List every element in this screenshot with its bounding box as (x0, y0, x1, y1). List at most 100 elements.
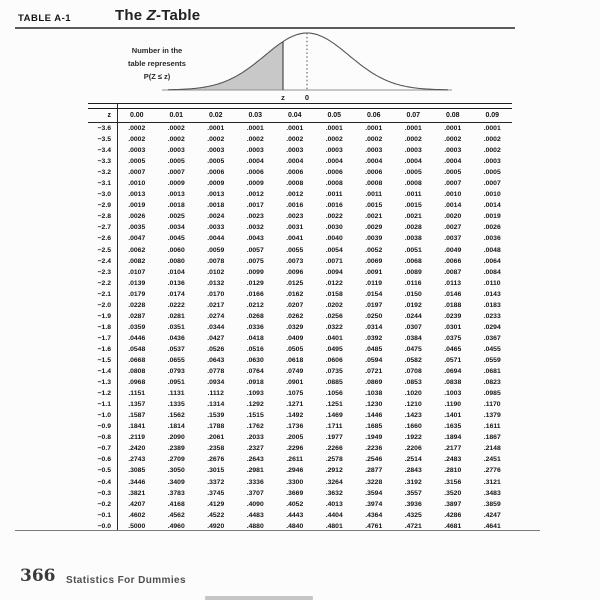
probability-cell: .4483 (246, 511, 264, 519)
probability-cell: .0016 (325, 202, 343, 210)
probability-cell: .3085 (128, 467, 146, 475)
table-row: −3.0 .0013 .0013 .0013 .0012 .0012 .0011 .0011.… (88, 189, 512, 200)
probability-cell: .0885 (325, 379, 343, 387)
probability-cell: .0823 (483, 379, 501, 387)
probability-cell: .0018 (207, 202, 225, 210)
probability-cell: .0003 (167, 147, 185, 155)
probability-cell: .0075 (246, 257, 264, 265)
probability-cell: .0041 (286, 235, 304, 243)
probability-cell: .2236 (365, 445, 383, 453)
probability-cell: .0001 (325, 125, 343, 133)
probability-cell: .0024 (207, 213, 225, 221)
probability-cell: .0006 (246, 169, 264, 177)
z-value-cell: −2.4 (97, 257, 111, 265)
probability-cell: .0582 (404, 357, 422, 364)
probability-cell: .3897 (444, 500, 462, 508)
z-value-cell: −0.7 (97, 445, 111, 453)
probability-cell: .0021 (404, 213, 422, 221)
probability-cell: .0384 (404, 334, 422, 342)
table-row: −2.3 .0107 .0104 .0102 .0099 .0096 .0094 .0091.… (88, 267, 512, 278)
z-value-cell: −3.6 (97, 125, 111, 133)
probability-cell: .0005 (128, 158, 146, 166)
probability-cell: .0113 (444, 279, 462, 287)
probability-cell: .2810 (444, 467, 462, 475)
probability-cell: .2327 (246, 445, 264, 453)
probability-cell: .0256 (325, 312, 343, 320)
probability-cell: .0475 (404, 345, 422, 353)
probability-cell: .1762 (246, 423, 264, 431)
probability-cell: .0559 (483, 357, 501, 364)
probability-cell: .1401 (444, 412, 462, 420)
probability-cell: .1515 (246, 412, 264, 420)
z-value-cell: −1.7 (97, 334, 111, 342)
probability-cell: .0094 (325, 268, 343, 276)
probability-cell: .2483 (444, 456, 462, 464)
probability-cell: .0322 (325, 323, 343, 331)
z-value-cell: −1.2 (97, 390, 111, 398)
table-row: −3.6 .0002 .0002 .0001 .0001 .0001 .0001 .0001.… (88, 123, 512, 134)
probability-cell: .0102 (207, 268, 225, 276)
probability-cell: .0516 (246, 345, 264, 353)
z-value-cell: −1.8 (97, 323, 111, 331)
probability-cell: .1788 (207, 423, 225, 431)
probability-cell: .0125 (286, 279, 304, 287)
probability-cell: .0055 (286, 246, 304, 254)
probability-cell: .2776 (483, 467, 501, 475)
probability-cell: .2578 (325, 456, 343, 464)
probability-cell: .0359 (128, 323, 146, 331)
probability-cell: .0222 (167, 301, 185, 309)
probability-cell: .0087 (444, 268, 462, 276)
probability-cell: .0002 (365, 136, 383, 144)
probability-cell: .0001 (365, 125, 383, 133)
page-title-pre: The (115, 7, 147, 24)
probability-cell: .0099 (246, 268, 264, 276)
probability-cell: .3156 (444, 478, 462, 486)
probability-cell: .0073 (286, 257, 304, 265)
header-z-column: z (107, 112, 112, 119)
probability-cell: .0003 (444, 147, 462, 155)
header-cell: 0.07 (406, 112, 421, 119)
page-title-z: Z (146, 7, 157, 24)
probability-cell: .0013 (167, 191, 185, 199)
table-row: −0.1 .4602 .4562 .4522 .4483 .4443 .4404 .4364.… (88, 510, 512, 521)
probability-cell: .0025 (167, 213, 185, 221)
probability-cell: .0446 (128, 334, 146, 342)
table-row: −0.7 .2420 .2389 .2358 .2327 .2296 .2266 .2236.… (88, 443, 512, 454)
probability-cell: .0039 (365, 235, 383, 243)
probability-cell: .1251 (325, 401, 343, 409)
probability-cell: .0002 (325, 136, 343, 144)
z-value-cell: −2.7 (97, 224, 111, 232)
probability-cell: .0749 (286, 368, 304, 376)
probability-cell: .0212 (246, 301, 264, 309)
probability-cell: .0314 (365, 323, 383, 331)
probability-cell: .1357 (128, 401, 146, 409)
probability-cell: .0059 (207, 246, 225, 254)
page-title-post: -Table (156, 7, 201, 24)
table-row: −0.2 .4207 .4168 .4129 .4090 .4052 .4013 .3974.… (88, 499, 512, 510)
z-value-cell: −3.1 (97, 180, 111, 188)
probability-cell: .0001 (483, 125, 501, 133)
probability-cell: .4721 (404, 522, 422, 530)
probability-cell: .0015 (404, 202, 422, 210)
table-row: −2.9 .0019 .0018 .0018 .0017 .0016 .0016 .0015.… (88, 200, 512, 211)
probability-cell: .1271 (286, 401, 304, 409)
probability-cell: .0107 (128, 268, 146, 276)
probability-cell: .2389 (167, 445, 185, 453)
z-value-cell: −1.3 (97, 379, 111, 387)
table-row: −0.0 .5000 .4960 .4920 .4880 .4840 .4801 .4761.… (88, 521, 512, 532)
probability-cell: .4840 (286, 522, 304, 530)
table-row: −2.7 .0035 .0034 .0033 .0032 .0031 .0030 .0029.… (88, 222, 512, 233)
probability-cell: .0004 (325, 158, 343, 166)
probability-cell: .0068 (404, 257, 422, 265)
probability-cell: .3936 (404, 500, 422, 508)
probability-cell: .0034 (167, 224, 185, 232)
probability-cell: .0143 (483, 290, 501, 298)
probability-cell: .0009 (207, 180, 225, 188)
probability-cell: .0003 (128, 147, 146, 155)
table-row: −0.8 .2119 .2090 .2061 .2033 .2005 .1977 .1949.… (88, 432, 512, 443)
probability-cell: .0001 (444, 125, 462, 133)
probability-cell: .0031 (286, 224, 304, 232)
probability-cell: .4522 (207, 511, 225, 519)
probability-cell: .3520 (444, 489, 462, 497)
probability-cell: .0013 (128, 191, 146, 199)
